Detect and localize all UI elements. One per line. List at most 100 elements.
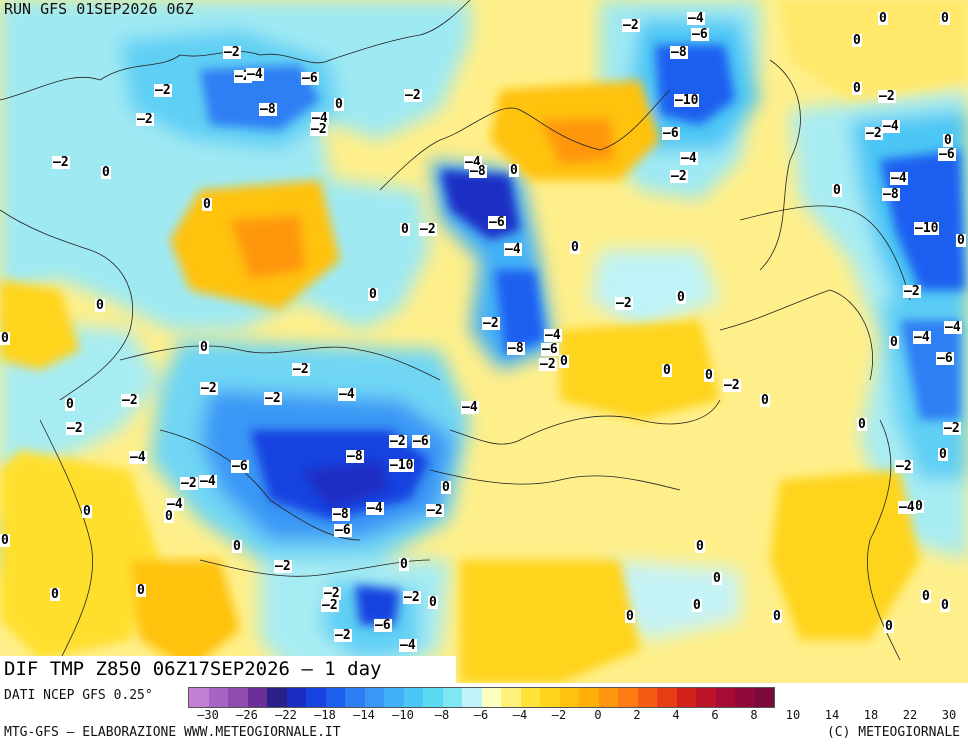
contour-label: –2 [200,381,218,396]
scale-swatch [715,688,735,707]
contour-label: –4 [399,638,417,653]
scale-tick: –4 [512,708,528,722]
contour-label: 0 [164,509,174,524]
contour-label: –2 [136,112,154,127]
contour-label: –6 [231,459,249,474]
contour-label: –4 [129,450,147,465]
contour-label: –8 [259,102,277,117]
contour-label: –2 [426,503,444,518]
contour-label: –2 [903,284,921,299]
contour-label: –4 [461,400,479,415]
scale-swatch [579,688,599,707]
contour-label: 0 [559,354,569,369]
scale-swatch [618,688,638,707]
scale-swatch [442,688,462,707]
contour-label: –6 [938,147,956,162]
contour-label: –2 [334,628,352,643]
contour-label: –4 [944,320,962,335]
contour-label: –2 [389,434,407,449]
contour-label: –2 [292,362,310,377]
contour-label: 0 [878,11,888,26]
scale-swatch [325,688,345,707]
contour-label: 0 [692,598,702,613]
contour-label: 0 [570,240,580,255]
contour-label: –2 [539,357,557,372]
contour-label: 0 [0,331,10,346]
contour-label: –2 [66,421,84,436]
contour-label: 0 [704,368,714,383]
scale-tick: 10 [785,708,801,722]
scale-swatch [247,688,267,707]
scale-tick: –30 [197,708,219,722]
contour-label: 0 [712,571,722,586]
scale-tick: 14 [824,708,840,722]
contour-label: –4 [913,330,931,345]
contour-label: –2 [670,169,688,184]
contour-label: –2 [310,122,328,137]
contour-label: 0 [852,33,862,48]
contour-label: –6 [301,71,319,86]
map-field [0,0,968,683]
scale-tick: 18 [863,708,879,722]
scale-swatch [676,688,696,707]
contour-label: –8 [670,45,688,60]
scale-swatch [657,688,677,707]
scale-tick: 0 [594,708,602,722]
contour-label: –6 [374,618,392,633]
contour-label: –6 [412,434,430,449]
contour-label: –2 [223,45,241,60]
contour-label: –8 [469,164,487,179]
scale-swatch [306,688,326,707]
contour-label: –4 [338,387,356,402]
contour-label: 0 [334,97,344,112]
scale-swatch [481,688,501,707]
contour-label: 0 [199,340,209,355]
contour-label: –2 [180,476,198,491]
scale-swatch [403,688,423,707]
contour-label: –2 [52,155,70,170]
anomaly-core [0,0,968,683]
contour-label: 0 [889,335,899,350]
coastlines [0,0,911,661]
contour-label: 0 [428,595,438,610]
contour-label: 0 [0,533,10,548]
scale-swatch [267,688,287,707]
contour-label: –2 [895,459,913,474]
footer-copyright: (C) METEOGIORNALE [826,725,960,740]
scale-swatch [598,688,618,707]
contour-label: 0 [695,539,705,554]
contour-label: –4 [311,111,329,126]
contour-label: 0 [884,619,894,634]
contour-label: 0 [101,165,111,180]
contour-label: 0 [136,583,146,598]
contour-label: –10 [389,458,415,473]
scale-tick: 30 [941,708,957,722]
contour-label: –4 [366,501,384,516]
footer-credit: MTG-GFS – ELABORAZIONE WWW.METEOGIORNALE… [4,725,341,740]
scale-tick: –8 [434,708,450,722]
scale-swatch [384,688,404,707]
color-scale-ticks: –30 –26 –22 –18 –14 –10 –8 –6 –4 –2 0 2 4 6 8 10 14 18 22 3… [188,708,968,722]
contour-label: –2 [943,421,961,436]
scale-swatch [696,688,716,707]
contour-label: –2 [419,222,437,237]
contour-label: –4 [166,497,184,512]
data-source: DATI NCEP GFS 0.25° [4,688,153,703]
scale-swatch [501,688,521,707]
scale-tick: –10 [392,708,414,722]
contour-label: 0 [857,417,867,432]
contour-label: –8 [507,341,525,356]
contour-label: 0 [232,539,242,554]
scale-swatch [189,688,209,707]
scale-swatch [208,688,228,707]
scale-swatch [520,688,540,707]
contour-label: –10 [914,221,940,236]
contour-label: –2 [274,559,292,574]
scale-tick: –2 [551,708,567,722]
color-scale [188,687,775,708]
scale-swatch [423,688,443,707]
scale-tick: 8 [750,708,758,722]
scale-swatch [286,688,306,707]
contour-label: –10 [674,93,700,108]
